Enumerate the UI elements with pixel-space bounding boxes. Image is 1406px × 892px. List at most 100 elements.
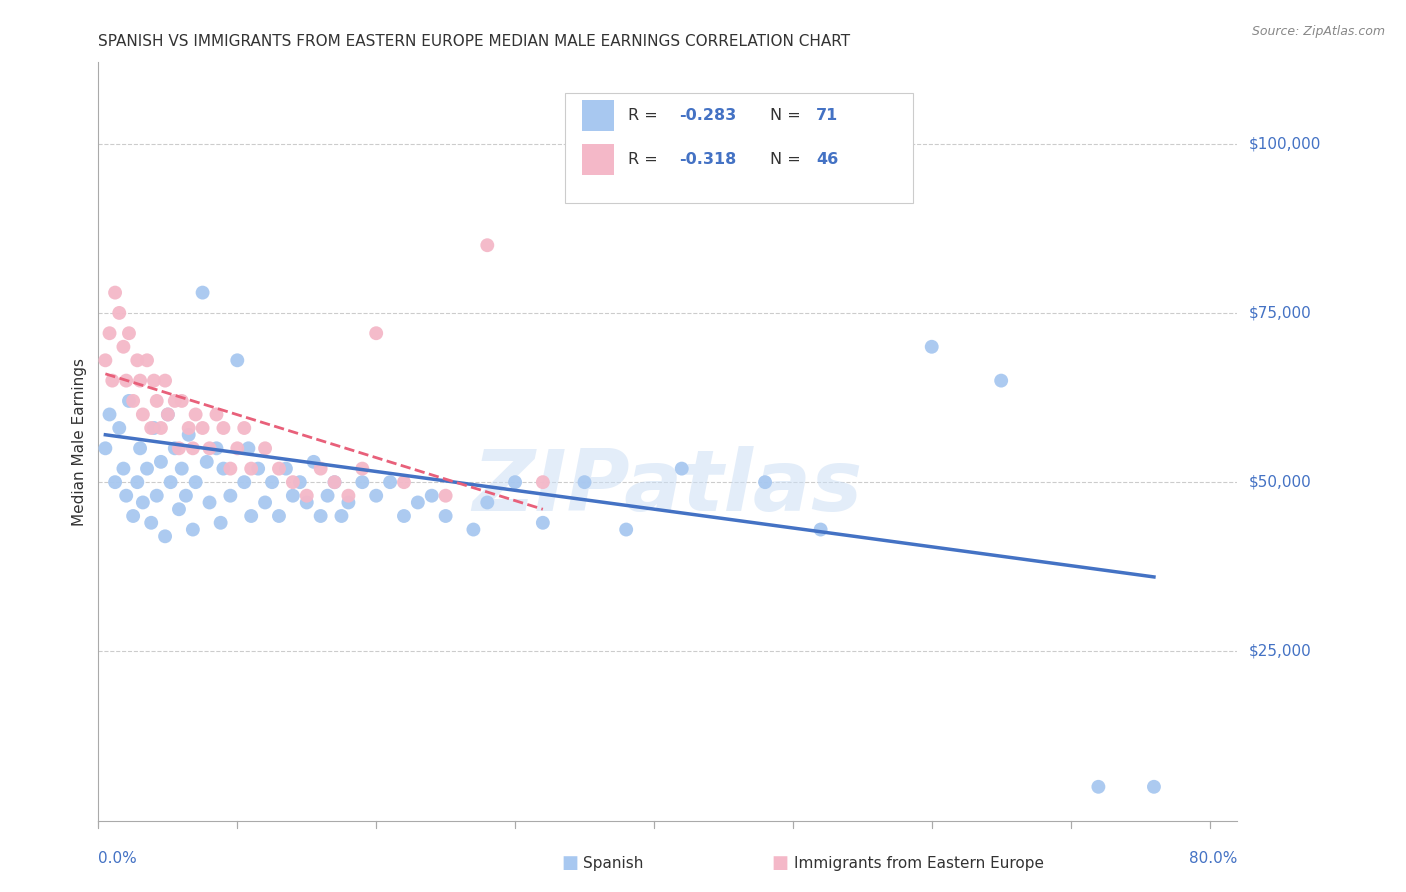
Point — [181, 442, 204, 456]
Point — [122, 508, 145, 523]
Point — [98, 408, 121, 422]
Point — [754, 475, 776, 490]
Point — [323, 475, 346, 490]
Bar — [582, 100, 614, 131]
Point — [156, 408, 179, 422]
Point — [205, 408, 228, 422]
Point — [98, 326, 121, 341]
Point — [240, 508, 263, 523]
Point — [104, 475, 127, 490]
Point — [205, 442, 228, 456]
Point — [477, 238, 499, 252]
Point — [191, 285, 214, 300]
Point — [281, 475, 304, 490]
Point — [337, 495, 360, 509]
Point — [94, 442, 117, 456]
Point — [226, 442, 249, 456]
Point — [531, 475, 554, 490]
Point — [163, 393, 186, 408]
Point — [112, 461, 135, 475]
Point — [366, 489, 388, 503]
Point — [337, 489, 360, 503]
Point — [219, 461, 242, 475]
Bar — [582, 144, 614, 176]
Point — [477, 495, 499, 509]
Point — [267, 508, 290, 523]
Point — [323, 475, 346, 490]
Point — [184, 408, 207, 422]
Point — [132, 495, 155, 509]
Point — [295, 495, 318, 509]
Point — [149, 455, 172, 469]
Point — [574, 475, 596, 490]
Text: Spanish: Spanish — [583, 856, 644, 871]
Text: 46: 46 — [815, 152, 838, 167]
Text: -0.318: -0.318 — [679, 152, 737, 167]
Point — [118, 393, 141, 408]
Text: 0.0%: 0.0% — [98, 851, 138, 866]
Point — [129, 442, 152, 456]
Point — [219, 489, 242, 503]
Point — [238, 442, 260, 456]
Point — [163, 442, 186, 456]
Text: Source: ZipAtlas.com: Source: ZipAtlas.com — [1251, 25, 1385, 38]
Text: ZIPatlas: ZIPatlas — [472, 445, 863, 529]
Point — [191, 421, 214, 435]
Point — [671, 461, 693, 475]
Point — [254, 442, 277, 456]
Point — [136, 461, 159, 475]
Text: N =: N = — [770, 108, 806, 123]
Point — [281, 489, 304, 503]
Point — [420, 489, 443, 503]
FancyBboxPatch shape — [565, 93, 912, 202]
Point — [990, 374, 1012, 388]
Text: ■: ■ — [772, 855, 789, 872]
Point — [108, 306, 131, 320]
Text: SPANISH VS IMMIGRANTS FROM EASTERN EUROPE MEDIAN MALE EARNINGS CORRELATION CHART: SPANISH VS IMMIGRANTS FROM EASTERN EUROP… — [98, 34, 851, 49]
Point — [330, 508, 353, 523]
Point — [136, 353, 159, 368]
Point — [115, 489, 138, 503]
Point — [233, 475, 256, 490]
Point — [406, 495, 429, 509]
Point — [177, 421, 200, 435]
Point — [254, 495, 277, 509]
Point — [115, 374, 138, 388]
Point — [212, 461, 235, 475]
Point — [267, 461, 290, 475]
Point — [167, 442, 190, 456]
Point — [127, 353, 149, 368]
Text: N =: N = — [770, 152, 806, 167]
Text: 71: 71 — [815, 108, 838, 123]
Text: 80.0%: 80.0% — [1189, 851, 1237, 866]
Text: R =: R = — [628, 152, 662, 167]
Point — [143, 374, 166, 388]
Text: $50,000: $50,000 — [1249, 475, 1312, 490]
Point — [288, 475, 311, 490]
Point — [240, 461, 263, 475]
Point — [177, 427, 200, 442]
Point — [247, 461, 270, 475]
Text: -0.283: -0.283 — [679, 108, 737, 123]
Point — [174, 489, 197, 503]
Point — [104, 285, 127, 300]
Point — [352, 475, 374, 490]
Point — [108, 421, 131, 435]
Point — [503, 475, 526, 490]
Point — [309, 461, 332, 475]
Point — [94, 353, 117, 368]
Point — [392, 475, 415, 490]
Point — [274, 461, 297, 475]
Point — [132, 408, 155, 422]
Point — [145, 489, 167, 503]
Point — [434, 508, 457, 523]
Point — [145, 393, 167, 408]
Point — [101, 374, 124, 388]
Point — [170, 393, 193, 408]
Point — [159, 475, 181, 490]
Text: ■: ■ — [561, 855, 578, 872]
Point — [118, 326, 141, 341]
Point — [212, 421, 235, 435]
Point — [316, 489, 339, 503]
Point — [614, 523, 637, 537]
